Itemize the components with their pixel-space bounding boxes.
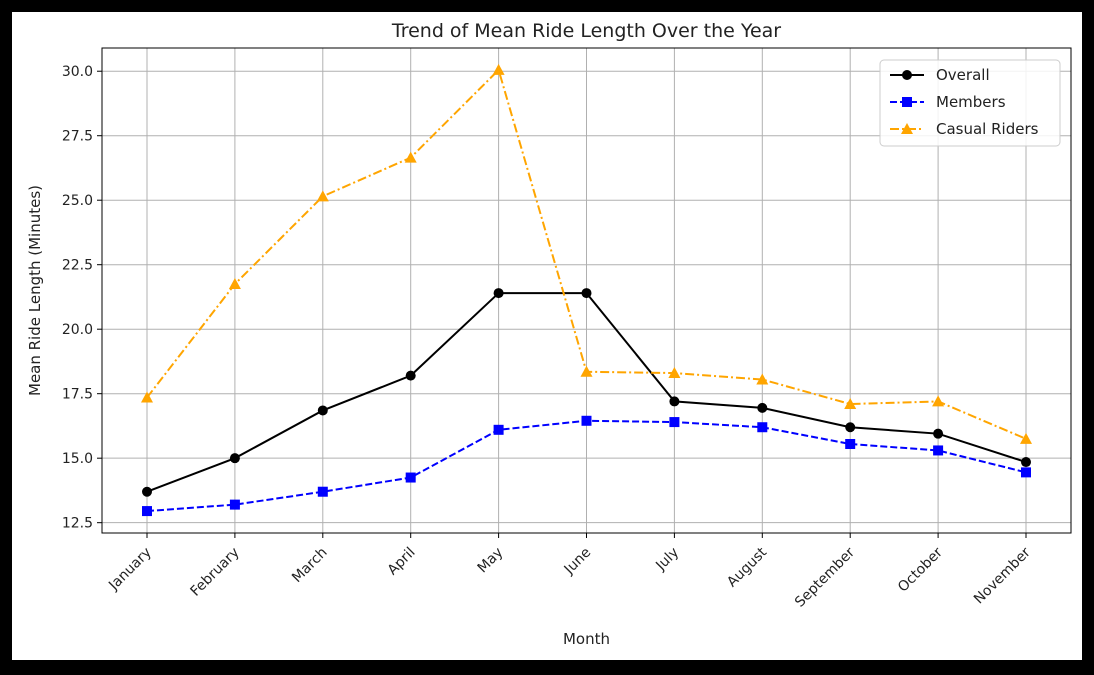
data-point-casual-riders xyxy=(141,391,153,403)
data-point-casual-riders xyxy=(932,395,945,407)
data-point-members xyxy=(669,417,680,428)
data-point-casual-riders xyxy=(756,373,769,385)
data-point-casual-riders xyxy=(316,190,329,202)
x-tick-label: February xyxy=(188,545,243,600)
x-tick-label: April xyxy=(385,545,419,579)
series-overall xyxy=(142,288,1031,497)
legend: Overall Members Casual Riders xyxy=(879,59,1061,147)
data-point-overall xyxy=(142,486,152,497)
data-point-overall xyxy=(845,422,856,433)
legend-label-casual-riders: Casual Riders xyxy=(936,120,1039,138)
series-members xyxy=(142,415,1031,517)
data-point-casual-riders xyxy=(404,151,417,163)
legend-label-members: Members xyxy=(936,93,1006,111)
legend-marker-overall xyxy=(902,70,912,80)
x-tick-label: May xyxy=(475,545,507,577)
legend-box xyxy=(879,59,1061,147)
y-tick-label: 12.5 xyxy=(62,516,93,532)
x-tick-label: July xyxy=(652,545,682,575)
legend-marker-members xyxy=(902,97,912,107)
y-tick-label: 17.5 xyxy=(62,387,93,403)
data-point-members xyxy=(229,499,240,510)
x-tick-label: November xyxy=(971,544,1034,607)
x-axis-title: Month xyxy=(563,630,610,648)
data-point-members xyxy=(581,415,592,426)
x-tick-label: October xyxy=(895,544,946,595)
data-point-casual-riders xyxy=(492,63,505,75)
y-tick-label: 15.0 xyxy=(62,451,93,467)
data-point-overall xyxy=(581,288,592,299)
data-point-casual-riders xyxy=(228,278,241,290)
y-tick-label: 30.0 xyxy=(62,64,93,80)
data-point-members xyxy=(142,506,152,517)
line-chart: January February March April May June July Augu… xyxy=(26,20,1072,648)
chart-frame: January February March April May June July Augu… xyxy=(12,12,1082,660)
chart-title: Trend of Mean Ride Length Over the Year xyxy=(391,20,781,42)
x-tick-label: June xyxy=(561,545,595,579)
data-point-overall xyxy=(493,288,504,299)
x-tick-label: August xyxy=(724,544,770,590)
y-tick-label: 25.0 xyxy=(62,193,93,209)
x-tick-label: March xyxy=(289,545,330,586)
data-point-members xyxy=(493,424,504,435)
data-point-overall xyxy=(757,402,768,413)
data-point-casual-riders xyxy=(668,367,681,379)
legend-label-overall: Overall xyxy=(936,66,990,84)
x-tick-label: September xyxy=(792,544,858,610)
data-point-members xyxy=(1021,467,1031,478)
series-layer xyxy=(141,63,1032,517)
data-point-members xyxy=(317,486,328,497)
y-tick-label: 27.5 xyxy=(62,129,93,145)
data-point-overall xyxy=(933,428,944,439)
series-casual-riders xyxy=(141,63,1032,444)
data-point-members xyxy=(757,422,768,433)
x-tick-label: January xyxy=(105,545,155,595)
data-point-overall xyxy=(229,453,240,464)
y-axis-title: Mean Ride Length (Minutes) xyxy=(26,185,44,396)
data-point-overall xyxy=(405,370,416,381)
y-tick-label: 20.0 xyxy=(62,322,93,338)
data-point-members xyxy=(845,438,856,449)
data-point-members xyxy=(405,472,416,483)
data-point-casual-riders xyxy=(580,365,593,377)
data-point-overall xyxy=(669,396,680,407)
data-point-overall xyxy=(317,405,328,416)
data-point-overall xyxy=(1021,457,1031,468)
data-point-casual-riders xyxy=(844,398,857,410)
legend-marker-casual-riders xyxy=(901,123,913,134)
y-tick-label: 22.5 xyxy=(62,258,93,274)
data-point-members xyxy=(933,445,944,456)
data-point-casual-riders xyxy=(1020,432,1032,444)
